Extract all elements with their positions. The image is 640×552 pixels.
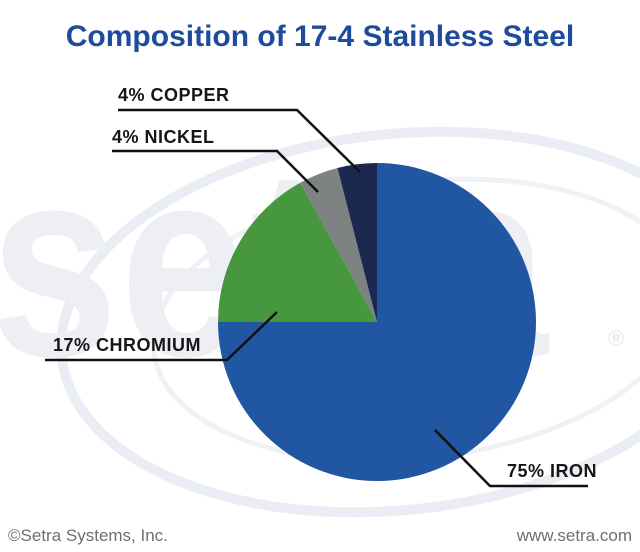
slice-label-chromium: 17% CHROMIUM [53,335,202,355]
pie-slice-chromium [218,182,377,322]
pie-slice-copper [337,163,377,322]
slice-label-nickel: 4% NICKEL [112,127,215,147]
slice-label-iron: 75% IRON [507,461,598,481]
footer-copyright: ©Setra Systems, Inc. [8,526,168,545]
pie-slice-nickel [300,168,377,322]
slice-label-copper: 4% COPPER [118,85,230,105]
footer: ©Setra Systems, Inc. www.setra.com [0,524,640,546]
page-title: Composition of 17-4 Stainless Steel [65,20,575,53]
registered-trademark-icon: ® [608,326,625,351]
footer-website-link: www.setra.com [516,526,632,545]
